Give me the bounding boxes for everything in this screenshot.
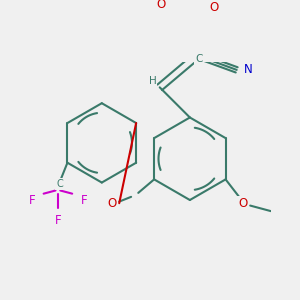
Text: F: F bbox=[81, 194, 87, 206]
Text: O: O bbox=[210, 2, 219, 14]
Text: F: F bbox=[28, 194, 35, 206]
Text: C: C bbox=[56, 179, 63, 189]
Text: C: C bbox=[195, 54, 202, 64]
Text: O: O bbox=[107, 197, 117, 210]
Text: O: O bbox=[156, 0, 165, 11]
Text: O: O bbox=[238, 197, 248, 210]
Text: F: F bbox=[55, 214, 61, 227]
Text: N: N bbox=[243, 63, 252, 76]
Text: H: H bbox=[149, 76, 157, 86]
